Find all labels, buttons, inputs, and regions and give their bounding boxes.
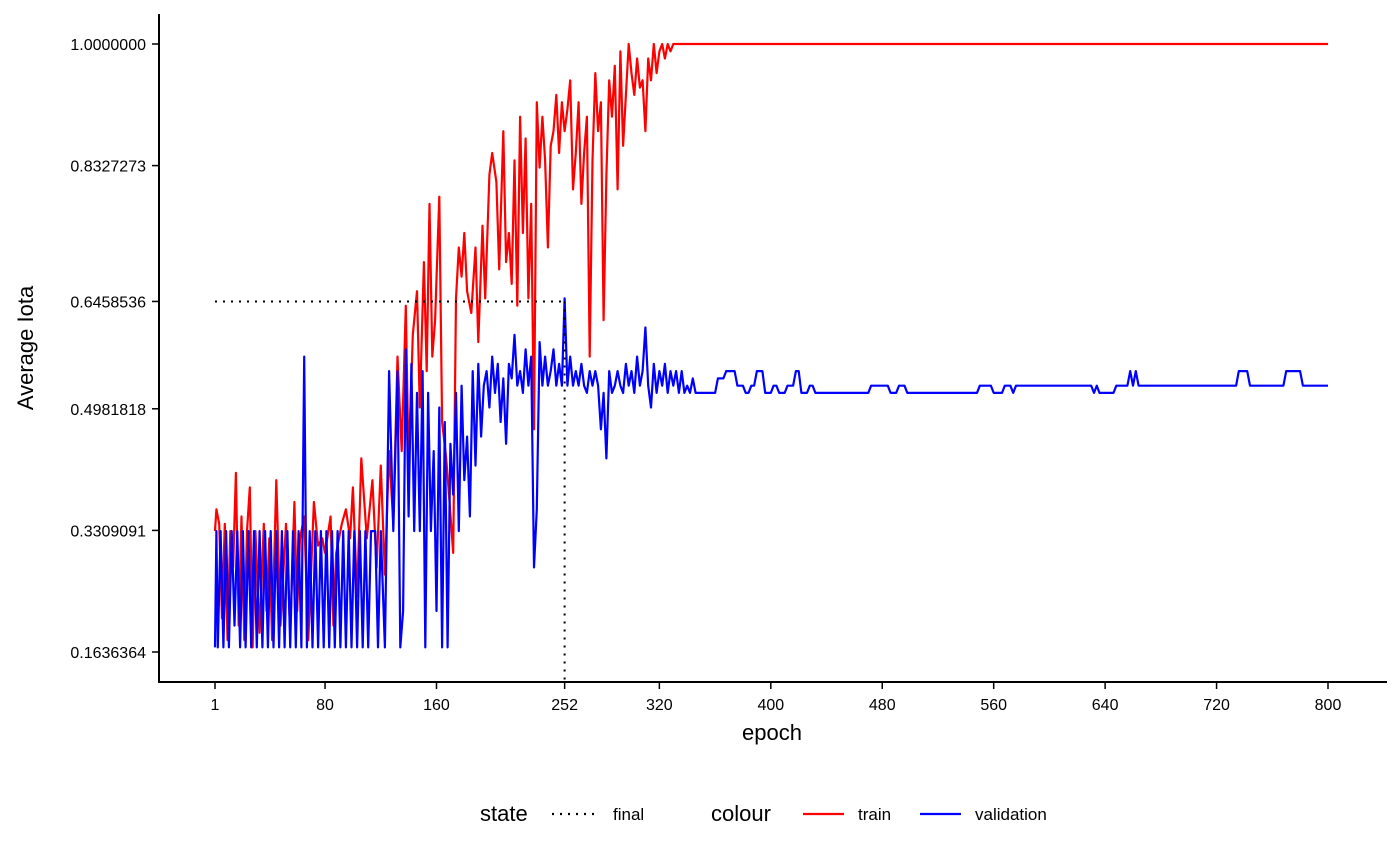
- x-axis-title: epoch: [742, 720, 802, 745]
- y-tick-label: 1.0000000: [70, 37, 146, 54]
- series-line-validation: [213, 297, 1328, 649]
- legend-colour-title: colour: [711, 801, 771, 826]
- x-tick-label: 480: [869, 697, 896, 714]
- x-tick-label: 400: [757, 697, 784, 714]
- y-tick-label: 0.6458536: [70, 294, 146, 311]
- plot-lines: [213, 42, 1328, 649]
- legend-final-label: final: [613, 805, 644, 824]
- x-tick-label: 252: [551, 697, 578, 714]
- legend-validation-label: validation: [975, 805, 1047, 824]
- y-tick-label: 0.4981818: [70, 402, 146, 419]
- legend: state final colour train validation: [480, 801, 1047, 826]
- x-tick-label: 560: [980, 697, 1007, 714]
- y-axis-title: Average Iota: [13, 285, 38, 410]
- y-tick-label: 0.8327273: [70, 159, 146, 176]
- legend-train-label: train: [858, 805, 891, 824]
- x-tick-label: 160: [423, 697, 450, 714]
- x-tick-label: 720: [1203, 697, 1230, 714]
- y-tick-label: 0.3309091: [70, 523, 146, 540]
- y-axis-ticks: 0.1636364 0.3309091 0.4981818 0.6458536 0.83…: [70, 37, 159, 662]
- x-tick-label: 80: [316, 697, 334, 714]
- legend-state-title: state: [480, 801, 528, 826]
- x-tick-label: 800: [1315, 697, 1342, 714]
- x-tick-label: 1: [211, 697, 220, 714]
- x-tick-label: 320: [646, 697, 673, 714]
- x-axis-ticks: 1 80 160 252 320 400 480 560 640 720 800: [211, 682, 1342, 714]
- y-tick-label: 0.1636364: [70, 645, 146, 662]
- x-tick-label: 640: [1092, 697, 1119, 714]
